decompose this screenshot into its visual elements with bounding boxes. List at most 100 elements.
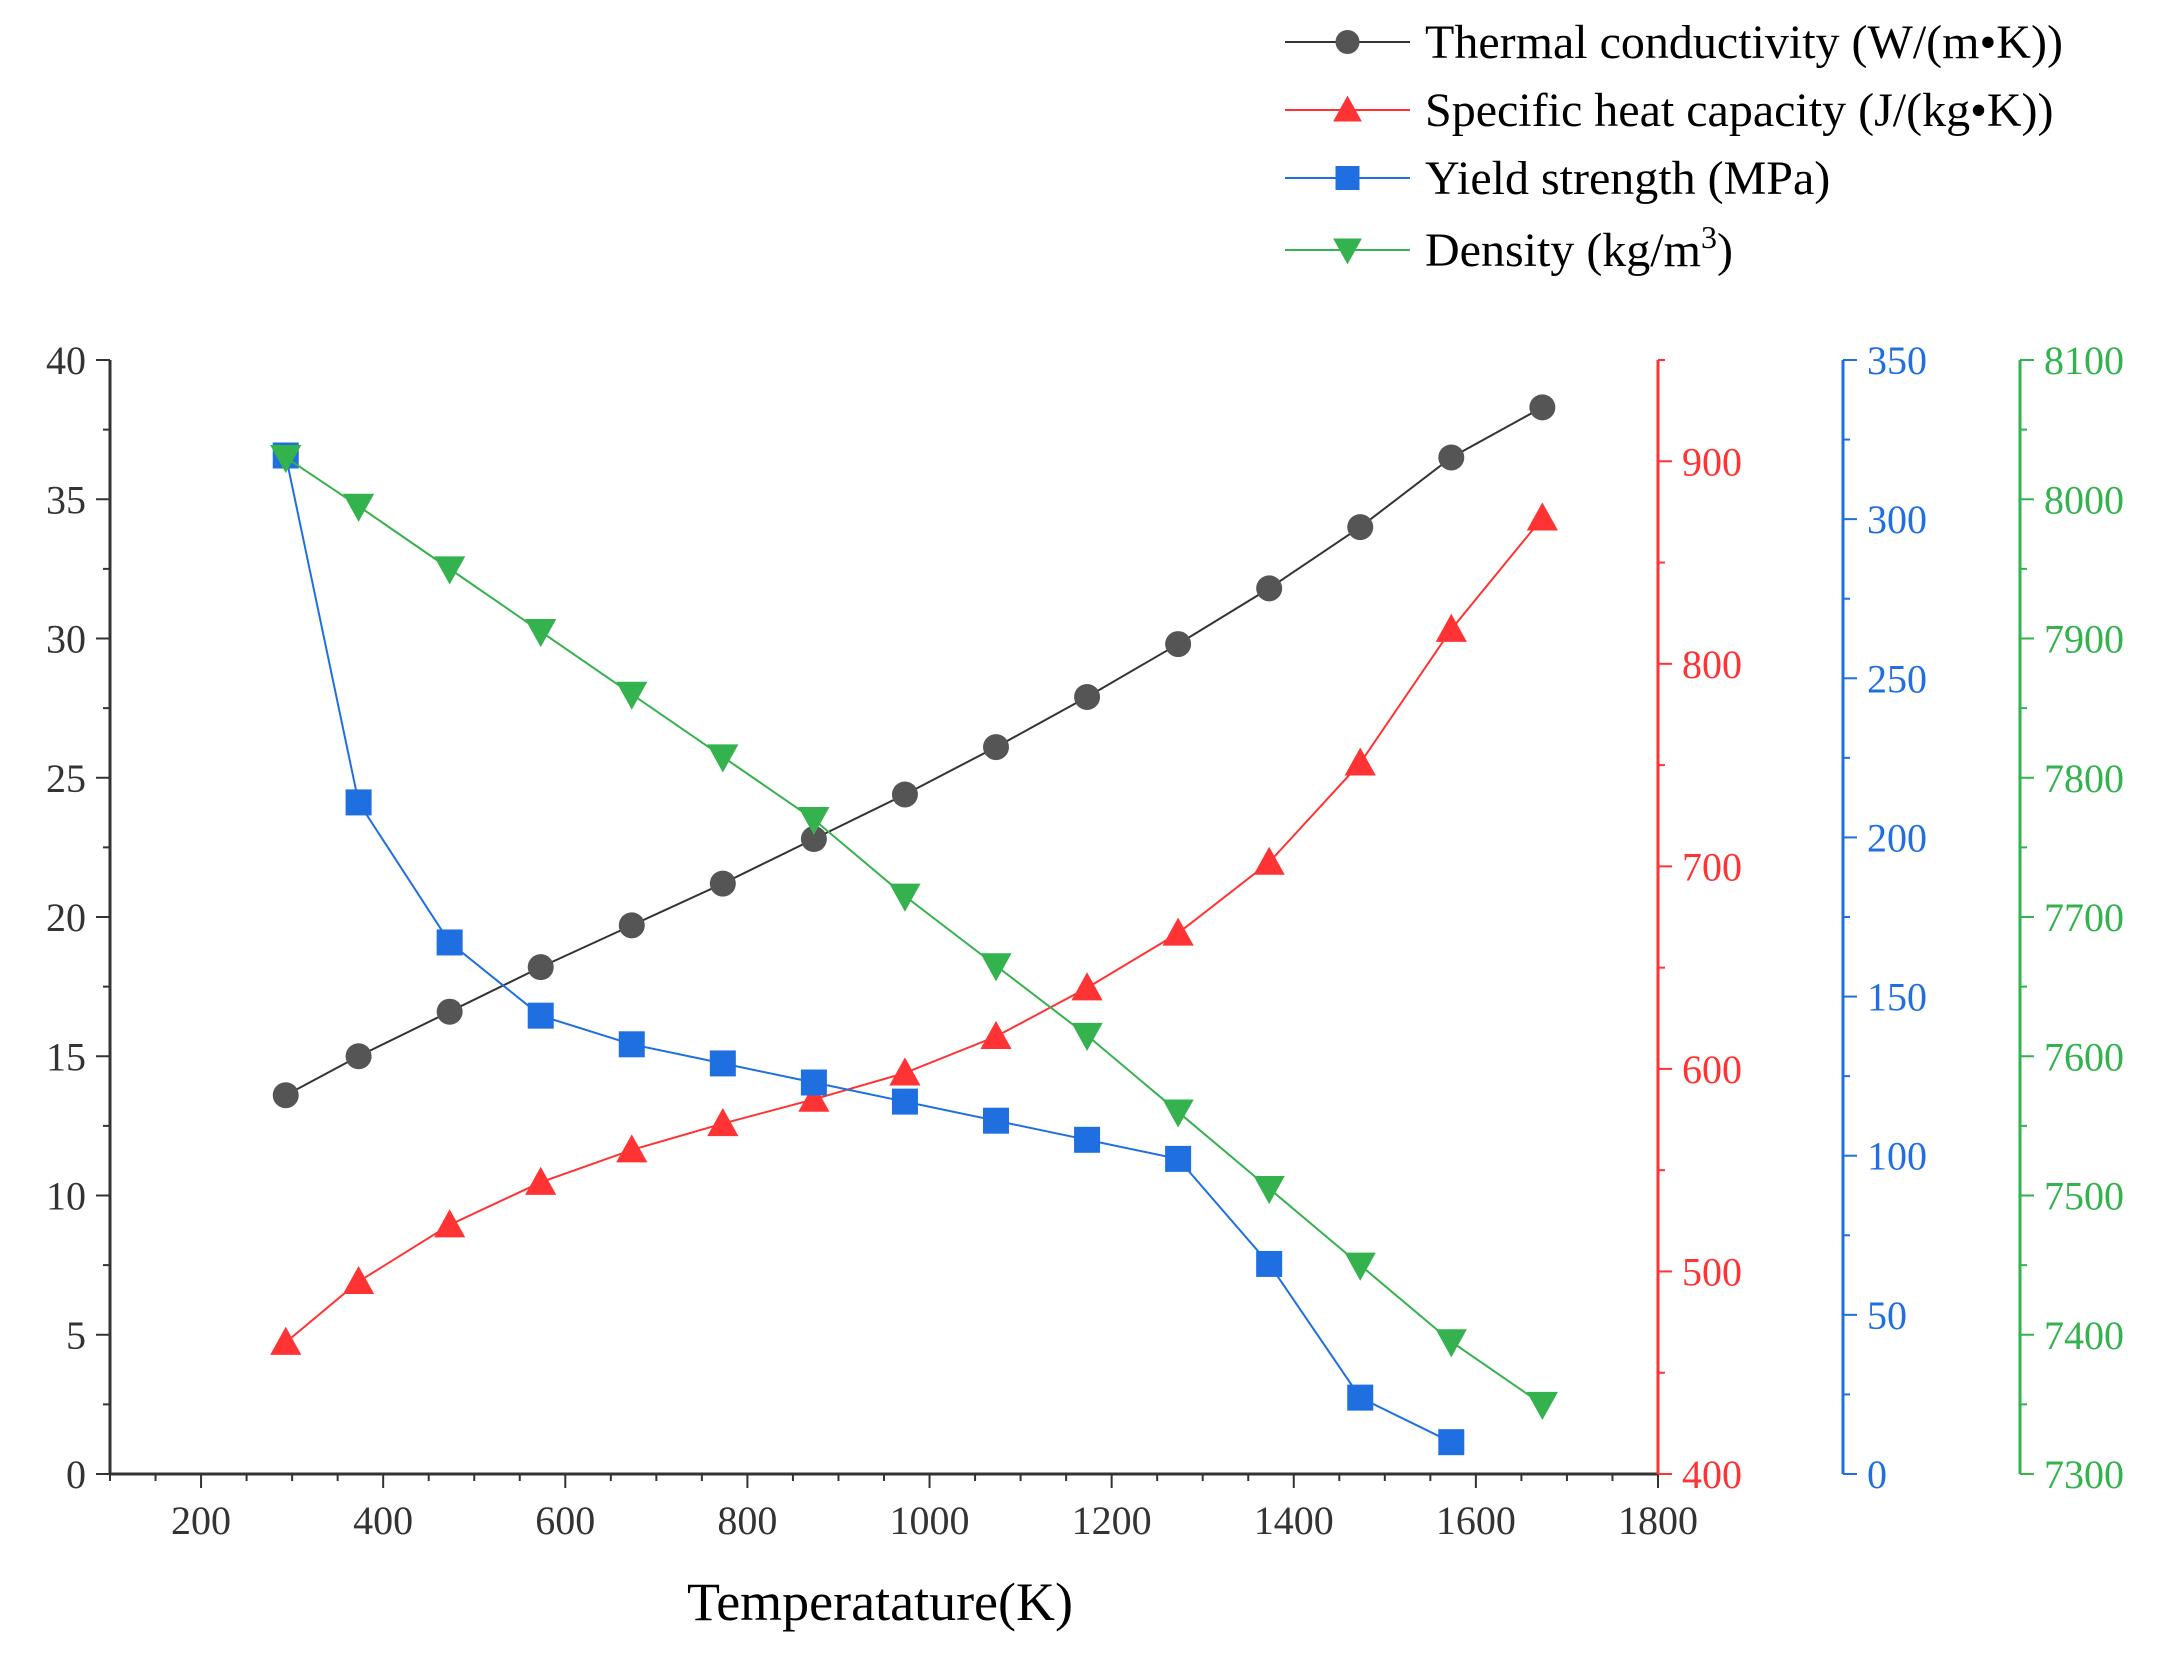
y1-tick-label: 30 bbox=[46, 617, 86, 662]
x-tick-label: 1400 bbox=[1254, 1498, 1334, 1543]
series-line-y3 bbox=[284, 455, 1452, 1444]
y1-tick-label: 20 bbox=[46, 895, 86, 940]
y4-tick-label: 7400 bbox=[2044, 1313, 2124, 1358]
data-point-y4 bbox=[1253, 1176, 1285, 1205]
data-point-y2 bbox=[1435, 613, 1467, 642]
data-point-y2 bbox=[616, 1134, 648, 1163]
data-point-y1 bbox=[983, 734, 1010, 761]
data-point-y4 bbox=[616, 681, 648, 710]
data-point-y1 bbox=[527, 954, 554, 981]
data-point-y4 bbox=[707, 744, 739, 773]
data-point-y1 bbox=[1256, 575, 1283, 602]
legend-label: Thermal conductivity (W/(m•K)) bbox=[1425, 16, 2063, 69]
y1-tick-label: 35 bbox=[46, 477, 86, 522]
x-tick-label: 1600 bbox=[1436, 1498, 1516, 1543]
data-point-y2 bbox=[1253, 846, 1285, 875]
legend-marker bbox=[1333, 238, 1362, 265]
data-point-y3 bbox=[709, 1050, 736, 1077]
data-point-y4 bbox=[980, 953, 1012, 982]
y1-tick-label: 10 bbox=[46, 1174, 86, 1219]
axes-layer: 200 400 600 800 1000 1200 1400 1600 180005101520… bbox=[46, 338, 2124, 1543]
data-point-y4 bbox=[1435, 1329, 1467, 1358]
y3-tick-label: 250 bbox=[1867, 656, 1927, 701]
data-point-y3 bbox=[1438, 1429, 1465, 1456]
data-point-y4 bbox=[270, 444, 302, 474]
y4-tick-label: 8100 bbox=[2044, 338, 2124, 383]
y2-tick-label: 500 bbox=[1682, 1249, 1742, 1294]
data-point-y2 bbox=[889, 1057, 921, 1086]
data-point-y2 bbox=[980, 1020, 1012, 1049]
data-point-y3 bbox=[1165, 1145, 1192, 1172]
data-point-y1 bbox=[436, 998, 463, 1025]
y4-tick-label: 7900 bbox=[2044, 617, 2124, 662]
series-line-y1 bbox=[285, 406, 1543, 1097]
data-point-y3 bbox=[891, 1088, 918, 1115]
y2-tick-label: 600 bbox=[1682, 1047, 1742, 1092]
x-tick-label: 1000 bbox=[890, 1498, 970, 1543]
legend-marker bbox=[1335, 166, 1360, 190]
data-point-y3 bbox=[527, 1002, 554, 1029]
y4-tick-label: 7300 bbox=[2044, 1452, 2124, 1497]
x-tick-label: 200 bbox=[171, 1498, 231, 1543]
legend-label: Specific heat capacity (J/(kg•K)) bbox=[1425, 84, 2054, 137]
data-point-y3 bbox=[1347, 1384, 1374, 1411]
data-point-y1 bbox=[1074, 683, 1101, 710]
y3-tick-label: 200 bbox=[1867, 815, 1927, 860]
data-point-y3 bbox=[345, 789, 372, 816]
y2-tick-label: 700 bbox=[1682, 844, 1742, 889]
data-point-y4 bbox=[798, 807, 830, 836]
data-point-y2 bbox=[1162, 917, 1194, 946]
y1-tick-label: 5 bbox=[66, 1313, 86, 1358]
x-tick-label: 800 bbox=[717, 1498, 777, 1543]
data-point-y1 bbox=[709, 870, 736, 897]
data-point-y4 bbox=[889, 883, 921, 912]
y2-tick-label: 400 bbox=[1682, 1452, 1742, 1497]
data-point-y4 bbox=[1526, 1391, 1558, 1420]
y4-tick-label: 7800 bbox=[2044, 756, 2124, 801]
data-point-y1 bbox=[345, 1043, 372, 1070]
x-tick-label: 600 bbox=[535, 1498, 595, 1543]
y4-tick-label: 7500 bbox=[2044, 1174, 2124, 1219]
legend-marker bbox=[1335, 30, 1360, 54]
y2-tick-label: 900 bbox=[1682, 439, 1742, 484]
data-point-y4 bbox=[1162, 1099, 1194, 1128]
data-point-y4 bbox=[1071, 1022, 1103, 1051]
data-point-y4 bbox=[434, 556, 466, 585]
data-point-y1 bbox=[800, 826, 827, 853]
series-line-y2 bbox=[285, 517, 1544, 1344]
data-point-y3 bbox=[1256, 1250, 1283, 1277]
data-point-y2 bbox=[434, 1209, 466, 1238]
data-point-y3 bbox=[436, 929, 463, 956]
y1-tick-label: 40 bbox=[46, 338, 86, 383]
data-point-y4 bbox=[525, 619, 557, 648]
data-point-y2 bbox=[707, 1107, 739, 1137]
data-point-y3 bbox=[983, 1107, 1010, 1134]
y4-tick-label: 7600 bbox=[2044, 1034, 2124, 1079]
data-point-y2 bbox=[342, 1265, 375, 1295]
y1-tick-label: 0 bbox=[66, 1452, 86, 1497]
data-point-y2 bbox=[1071, 972, 1103, 1001]
legend-label: Yield strength (MPa) bbox=[1425, 152, 1830, 205]
y1-tick-label: 15 bbox=[46, 1034, 86, 1079]
legend-marker bbox=[1333, 95, 1362, 122]
x-axis-title: Temperatature(K) bbox=[687, 1572, 1073, 1632]
data-point-y1 bbox=[891, 781, 918, 808]
data-point-y3 bbox=[618, 1031, 645, 1058]
data-point-y1 bbox=[1347, 514, 1374, 541]
x-tick-label: 1200 bbox=[1072, 1498, 1152, 1543]
y3-tick-label: 100 bbox=[1867, 1134, 1927, 1179]
data-point-y2 bbox=[525, 1166, 557, 1195]
legend-label: Density (kg/m3) bbox=[1425, 219, 1733, 277]
legend: Thermal conductivity (W/(m•K)) Specific h… bbox=[1285, 16, 2063, 277]
data-point-y3 bbox=[1074, 1126, 1101, 1153]
data-point-y1 bbox=[1438, 444, 1465, 471]
data-point-y1 bbox=[1529, 394, 1556, 421]
y1-tick-label: 25 bbox=[46, 756, 86, 801]
data-point-y2 bbox=[798, 1083, 830, 1112]
series-layer bbox=[270, 394, 1558, 1456]
data-point-y2 bbox=[270, 1326, 302, 1355]
data-point-y2 bbox=[1344, 747, 1376, 776]
y3-tick-label: 50 bbox=[1867, 1293, 1907, 1338]
